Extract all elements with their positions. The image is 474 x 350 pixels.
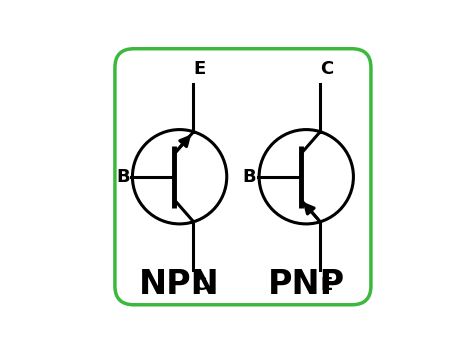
Text: B: B <box>116 168 130 186</box>
Text: C: C <box>320 60 333 78</box>
Text: B: B <box>243 168 256 186</box>
FancyBboxPatch shape <box>115 49 371 305</box>
Text: NPN: NPN <box>139 268 220 301</box>
Text: E: E <box>320 275 333 294</box>
Text: PNP: PNP <box>268 268 345 301</box>
Text: E: E <box>194 60 206 78</box>
Text: C: C <box>193 275 207 294</box>
